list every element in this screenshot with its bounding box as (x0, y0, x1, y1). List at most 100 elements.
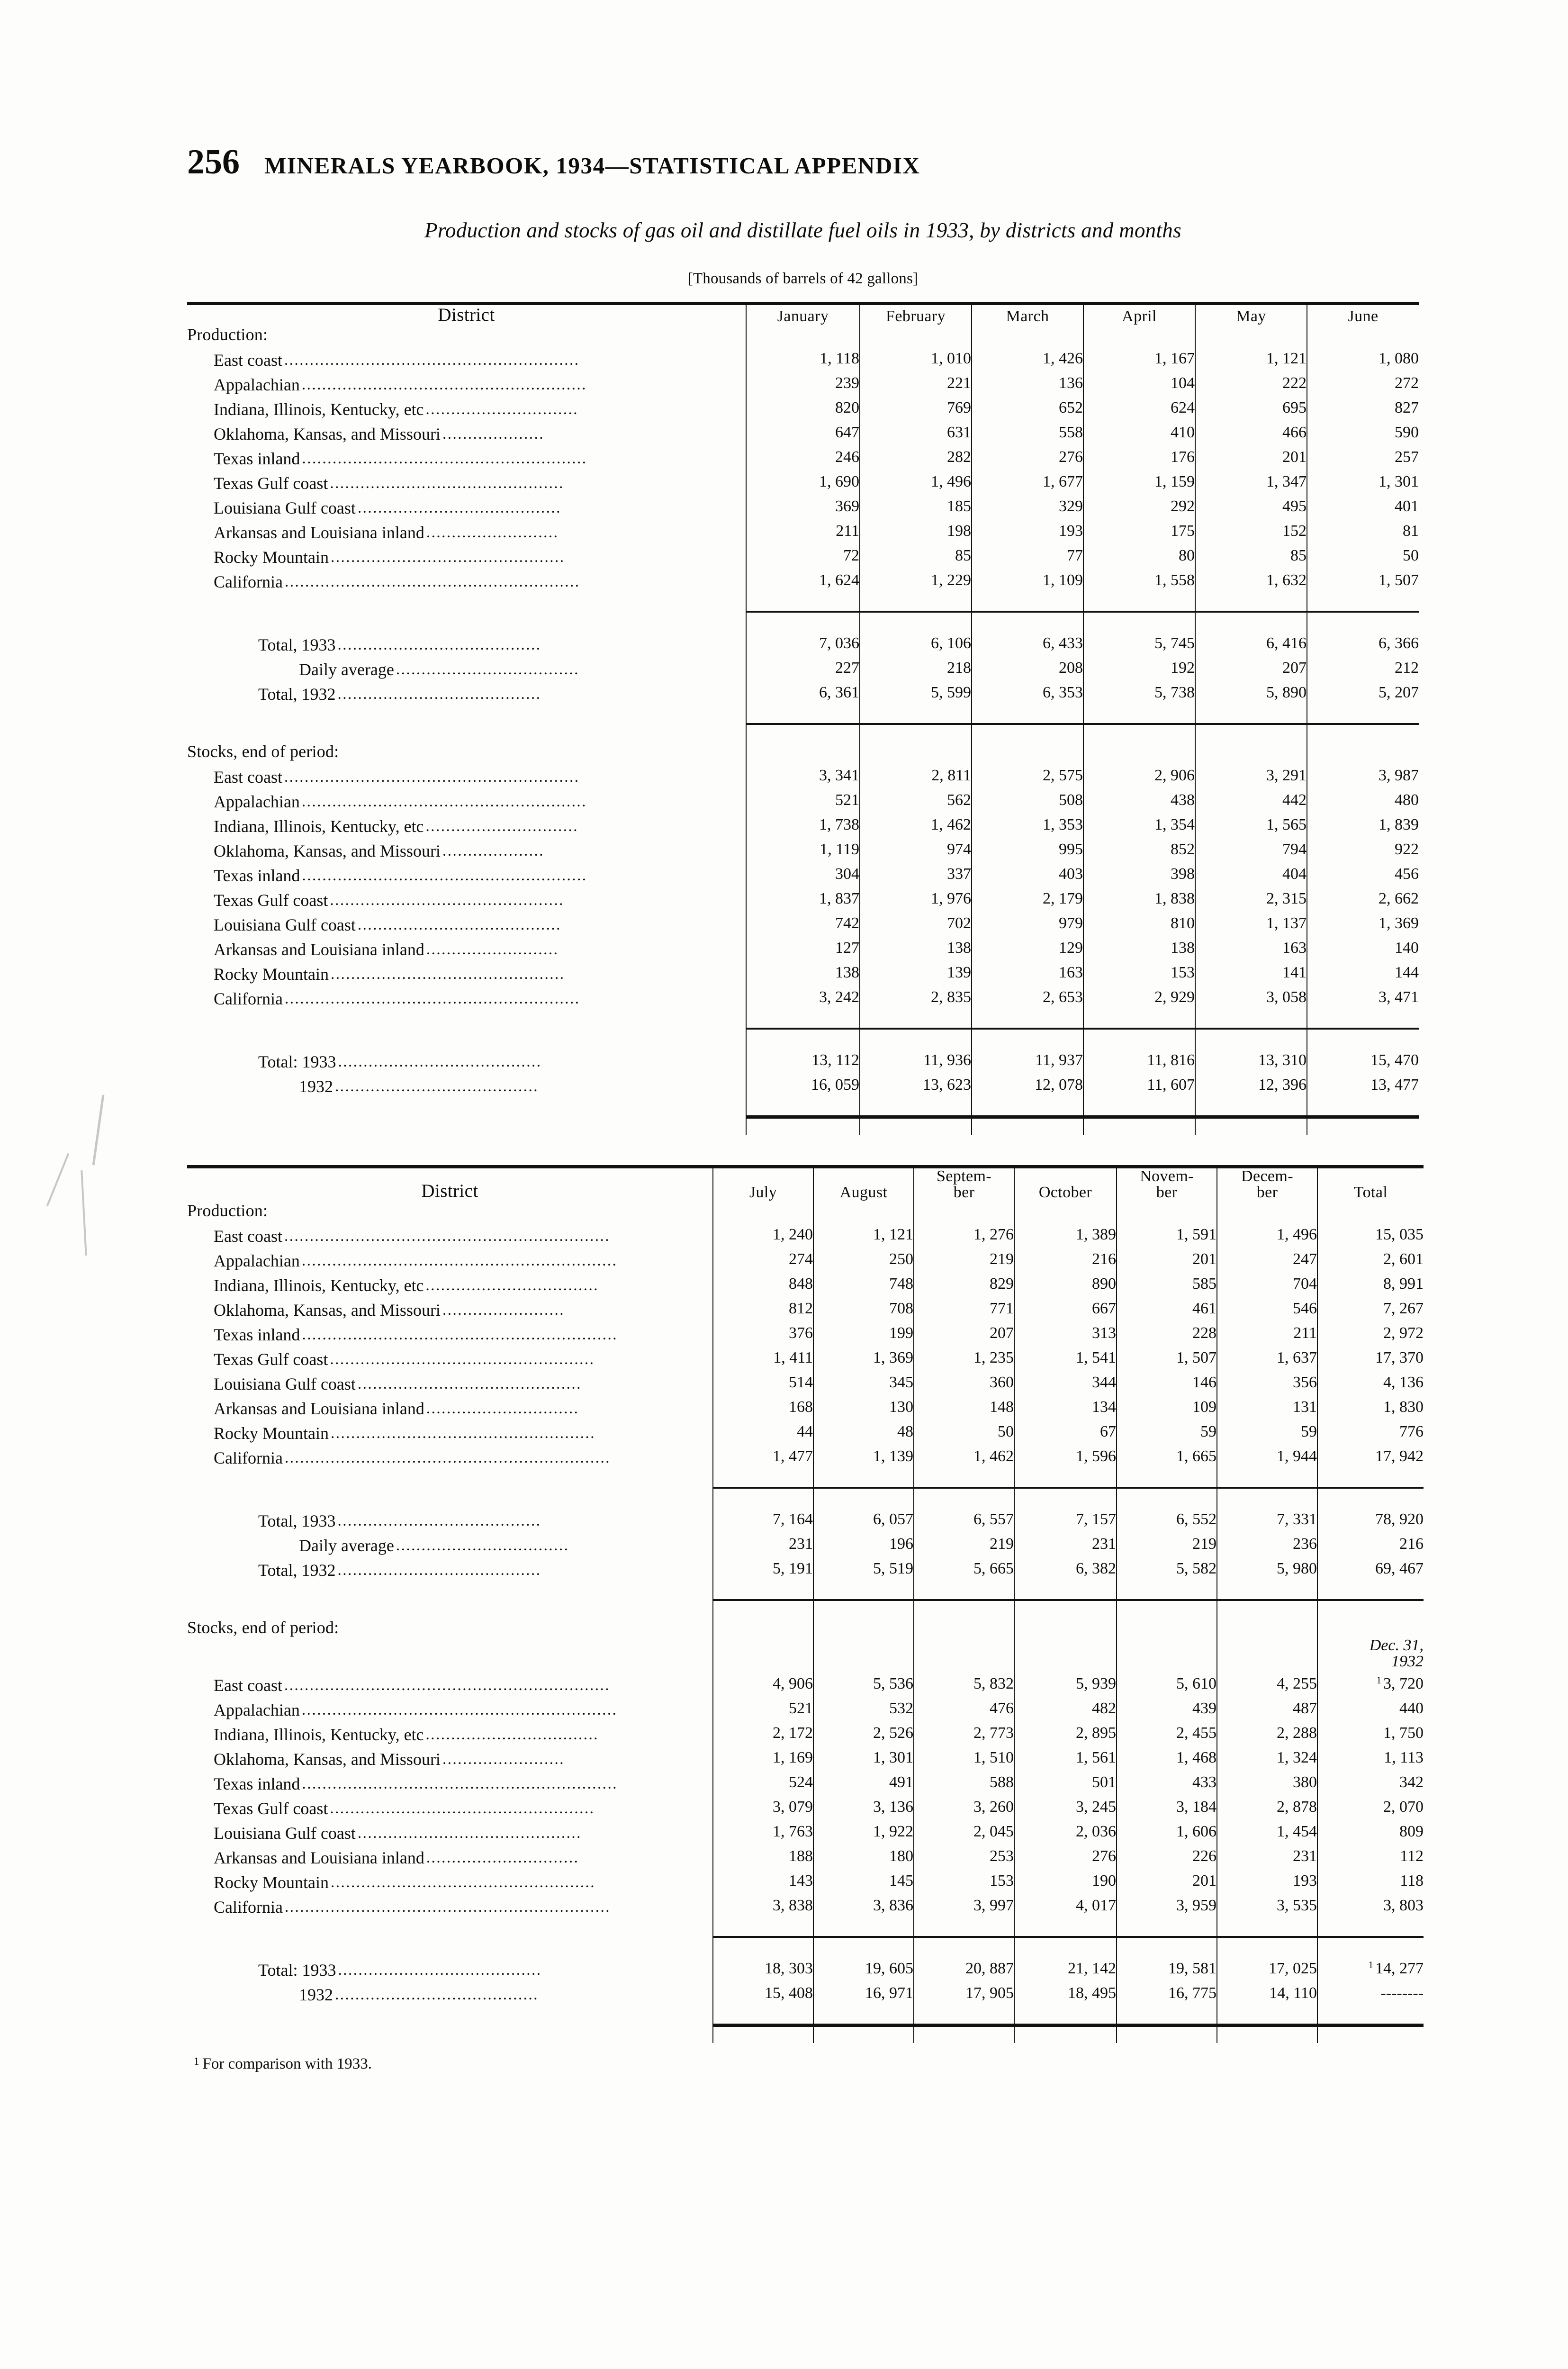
spacer-cell (859, 1095, 972, 1117)
leader-dots: ........................................… (301, 377, 587, 393)
data-cell: 17, 025 (1217, 1954, 1317, 1979)
data-cell: 19, 605 (813, 1954, 914, 1979)
data-cell: 112 (1317, 1842, 1424, 1867)
table-row: Appalachian.............................… (187, 1245, 1424, 1270)
leader-dots: ........................................… (301, 794, 587, 810)
spacer-cell (712, 1637, 813, 1670)
data-cell: 1, 677 (971, 467, 1083, 492)
spacer-cell (1307, 610, 1419, 629)
data-cell: 274 (712, 1245, 813, 1270)
data-cell: 2, 288 (1217, 1718, 1317, 1744)
data-cell: 521 (746, 786, 860, 811)
data-cell-empty (971, 741, 1083, 761)
data-cell: 829 (913, 1269, 1014, 1294)
data-cell: 439 (1116, 1694, 1217, 1719)
data-cell: 211 (1217, 1319, 1317, 1344)
spacer-cell (1116, 1486, 1217, 1505)
table-row: Rocky Mountain..........................… (187, 1866, 1424, 1891)
row-label-cell: Appalachian.............................… (187, 786, 746, 811)
data-cell: 1, 462 (913, 1442, 1014, 1467)
row-label-cell: Indiana, Illinois, Kentucky, etc........… (187, 1270, 713, 1294)
table-row: Oklahoma, Kansas, and Missouri..........… (187, 835, 1419, 860)
data-cell-empty (1307, 324, 1419, 344)
leader-dots: ........................................… (284, 991, 580, 1007)
spacer-cell (1307, 590, 1419, 612)
data-cell: 67 (1014, 1417, 1117, 1442)
spacer-cell (913, 1637, 1014, 1670)
data-cell: 5, 745 (1083, 629, 1195, 654)
data-cell: 5, 207 (1307, 678, 1419, 703)
data-cell: 48 (813, 1417, 914, 1442)
spacer-cell (1014, 1579, 1117, 1600)
data-cell: 1, 389 (1014, 1220, 1117, 1245)
data-cell: 1, 541 (1014, 1343, 1117, 1368)
row-label-text: 1932 (299, 1985, 333, 2004)
spacer-row (187, 590, 1419, 612)
spacer-cell (1217, 1935, 1317, 1954)
data-cell: 138 (1083, 933, 1195, 958)
row-label-text: Daily average (299, 660, 394, 679)
data-cell: 1, 596 (1014, 1442, 1117, 1467)
row-label-cell: Arkansas and Louisiana inland...........… (187, 517, 746, 542)
running-head: 256 MINERALS YEARBOOK, 1934—STATISTICAL … (187, 142, 1419, 182)
row-label-cell: Arkansas and Louisiana inland...........… (187, 934, 746, 958)
data-cell: 1, 561 (1014, 1743, 1117, 1768)
data-cell: 1, 347 (1195, 467, 1307, 492)
data-cell: 433 (1116, 1768, 1217, 1793)
data-cell: 440 (1317, 1694, 1424, 1719)
data-cell: 4, 906 (712, 1669, 813, 1694)
table-row: Rocky Mountain..........................… (187, 958, 1419, 983)
data-cell: 216 (1014, 1245, 1117, 1270)
data-cell: 2, 929 (1083, 983, 1195, 1008)
data-cell: 3, 079 (712, 1792, 813, 1817)
data-cell: 1, 109 (971, 566, 1083, 591)
table-row: Texas inland............................… (187, 1319, 1424, 1344)
data-cell: 144 (1307, 958, 1419, 983)
leader-dots: .............................. (425, 401, 579, 417)
leader-dots: .................................. (425, 1727, 599, 1743)
spacer-cell (1014, 1466, 1117, 1488)
leader-dots: ........................................… (357, 1376, 582, 1392)
row-label-text: Total, 1932 (258, 684, 336, 704)
data-cell: 44 (712, 1417, 813, 1442)
row-label-text: East coast (214, 350, 282, 370)
leader-dots: ........................................ (338, 1054, 542, 1070)
data-cell: 17, 905 (913, 1979, 1014, 2004)
spacer-cell (187, 1008, 746, 1029)
spacer-row (187, 1027, 1419, 1046)
data-cell: 14, 110 (1217, 1979, 1317, 2004)
row-label-text: Texas Gulf coast (214, 1349, 328, 1369)
column-header-may: May (1195, 301, 1307, 325)
row-label-cell: Rocky Mountain..........................… (187, 1418, 713, 1442)
table-row: Oklahoma, Kansas, and Missouri..........… (187, 1743, 1424, 1768)
data-cell: 3, 471 (1307, 983, 1419, 1008)
table-row: Indiana, Illinois, Kentucky, etc........… (187, 1269, 1424, 1294)
row-label-cell: Indiana, Illinois, Kentucky, etc........… (187, 1719, 713, 1744)
data-cell-empty (1083, 741, 1195, 761)
data-cell: 848 (712, 1269, 813, 1294)
data-cell: 129 (971, 933, 1083, 958)
spacer-cell (971, 703, 1083, 724)
scan-artifact-stroke-2 (81, 1170, 87, 1256)
data-cell: 2, 835 (859, 983, 972, 1008)
leader-dots: ........................ (442, 1302, 565, 1318)
spacer-cell (971, 1027, 1083, 1046)
running-head-title: MINERALS YEARBOOK, 1934—STATISTICAL APPE… (264, 153, 920, 179)
data-cell: 376 (712, 1319, 813, 1344)
data-cell-empty (1116, 1617, 1217, 1637)
data-cell: 1, 010 (859, 344, 972, 369)
table-row: Texas inland............................… (187, 443, 1419, 468)
row-label-cell: Louisiana Gulf coast....................… (187, 909, 746, 934)
data-cell: 2, 773 (913, 1718, 1014, 1744)
row-label-cell: Texas inland............................… (187, 443, 746, 468)
data-cell: 3, 838 (712, 1891, 813, 1916)
data-cell: 219 (913, 1529, 1014, 1555)
spacer-cell (1014, 1935, 1117, 1954)
data-cell: 771 (913, 1294, 1014, 1319)
spacer-cell (1195, 610, 1307, 629)
spacer-cell (746, 1095, 860, 1117)
leader-dots: ........................................ (357, 500, 561, 516)
section-header-row: Production: (187, 1200, 1424, 1221)
data-cell: 208 (971, 653, 1083, 678)
data-cell: 401 (1307, 492, 1419, 517)
